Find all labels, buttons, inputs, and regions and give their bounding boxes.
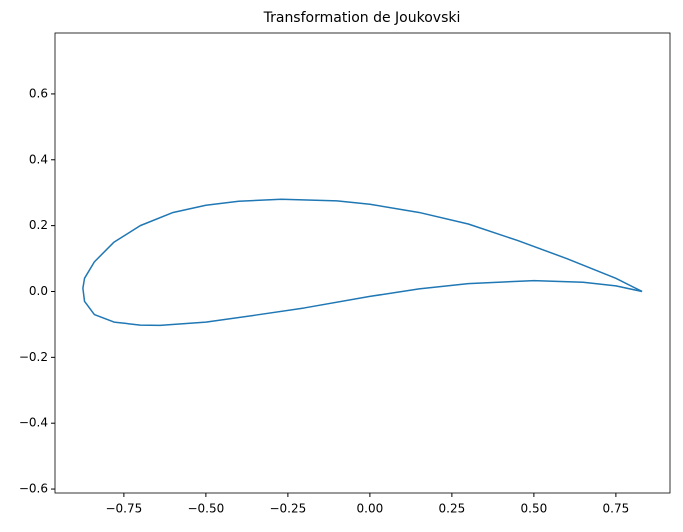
plot-frame xyxy=(54,32,671,494)
x-tick-label: 0.25 xyxy=(439,502,466,516)
y-tick-label: 0.2 xyxy=(29,218,48,232)
x-tick-label: 0.75 xyxy=(603,502,630,516)
x-tick-label: −0.75 xyxy=(105,502,142,516)
x-tick-label: −0.25 xyxy=(269,502,306,516)
y-tick-label: 0.0 xyxy=(29,284,48,298)
x-tick-label: −0.50 xyxy=(187,502,224,516)
y-tick-label: −0.2 xyxy=(19,350,48,364)
y-tick-label: 0.6 xyxy=(29,86,48,100)
airfoil-line xyxy=(82,198,643,327)
x-tick-label: 0.50 xyxy=(521,502,548,516)
chart-title: Transformation de Joukovski xyxy=(263,10,461,26)
y-tick-label: −0.6 xyxy=(19,482,48,496)
y-tick-label: 0.4 xyxy=(29,152,48,166)
x-tick-label: 0.00 xyxy=(357,502,384,516)
y-tick-label: −0.4 xyxy=(19,416,48,430)
